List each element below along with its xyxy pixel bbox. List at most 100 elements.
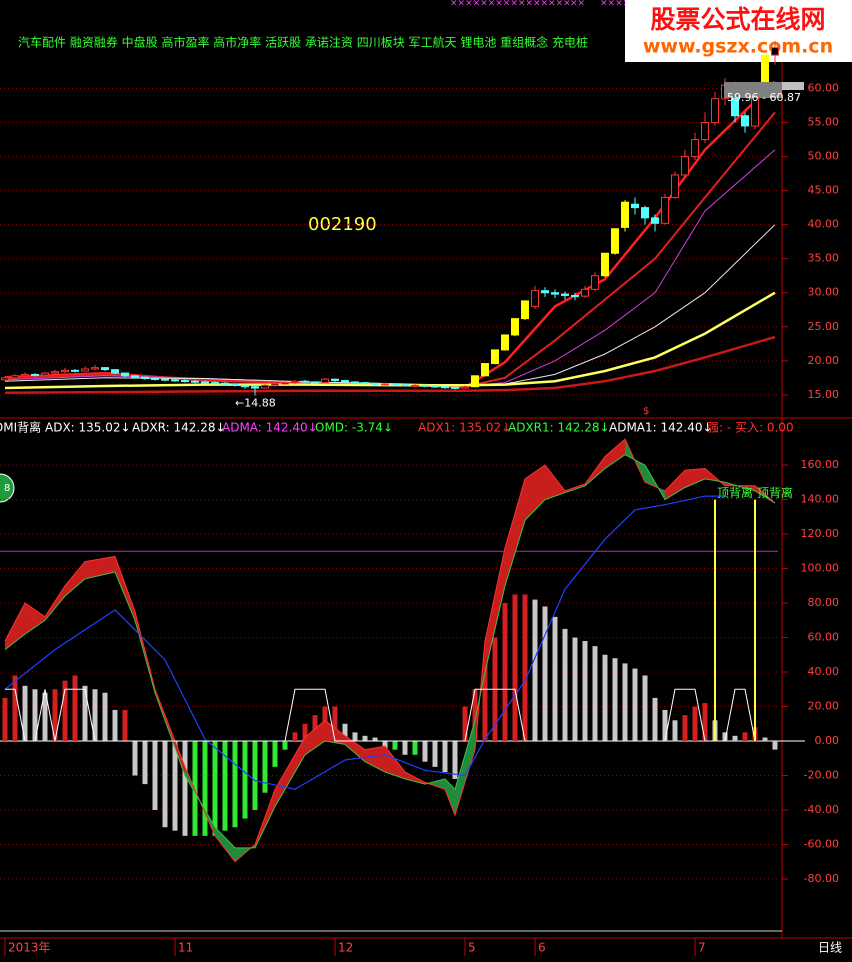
histogram-bar bbox=[402, 740, 408, 755]
line bbox=[4, 335, 776, 395]
legend-entry: ADXR: 142.28↓ bbox=[132, 421, 226, 435]
histogram-bar bbox=[512, 594, 518, 741]
band-fill bbox=[605, 439, 625, 469]
band-fill bbox=[455, 720, 475, 816]
candle-body bbox=[521, 300, 529, 320]
y-tick-label: 160.00 bbox=[801, 458, 840, 471]
candle-body bbox=[41, 372, 49, 376]
watermark-url: www.gszx.com.cn bbox=[643, 36, 833, 58]
candle-body bbox=[701, 122, 709, 141]
histogram-bar bbox=[632, 668, 638, 741]
histogram-bar bbox=[162, 740, 168, 828]
candle-body bbox=[181, 380, 189, 383]
histogram-bar bbox=[112, 709, 118, 741]
legend-entry: ADX1: 135.02↓ bbox=[418, 421, 511, 435]
histogram-bar bbox=[652, 697, 658, 741]
histogram-bar bbox=[62, 680, 68, 741]
candle-body bbox=[261, 384, 269, 389]
candle-body bbox=[401, 384, 409, 387]
signal-label: 顶背离 bbox=[717, 485, 753, 500]
candle-body bbox=[661, 196, 669, 224]
candle-body bbox=[251, 386, 259, 389]
y-tick-label: 55.00 bbox=[808, 116, 840, 129]
candle-body bbox=[301, 380, 309, 383]
candle-body bbox=[21, 373, 29, 377]
legend-entry: ADMA: 142.40↓ bbox=[222, 421, 318, 435]
low-label: ←14.88 bbox=[235, 397, 276, 410]
candle-body bbox=[651, 217, 659, 224]
histogram-bar bbox=[342, 723, 348, 741]
histogram-bar bbox=[272, 740, 278, 767]
histogram-bar bbox=[292, 732, 298, 741]
candle-body bbox=[271, 383, 279, 386]
candle-body bbox=[611, 228, 619, 254]
histogram-bar bbox=[282, 740, 288, 750]
band-fill bbox=[445, 778, 455, 816]
y-tick-label: 25.00 bbox=[808, 320, 840, 333]
candle-body bbox=[101, 367, 109, 371]
band-fill bbox=[385, 746, 405, 779]
y-tick-label: 30.00 bbox=[808, 286, 840, 299]
legend-entry: 强: - 买入: 0.00 bbox=[707, 421, 794, 435]
histogram-bar bbox=[102, 692, 108, 741]
candle-body bbox=[501, 334, 509, 351]
line bbox=[4, 454, 776, 849]
histogram-bar bbox=[592, 646, 598, 741]
y-tick-label: 60.00 bbox=[808, 82, 840, 95]
candle-body bbox=[681, 156, 689, 176]
y-tick-label: -80.00 bbox=[804, 872, 839, 885]
histogram-bar bbox=[702, 703, 708, 741]
histogram-bar bbox=[32, 689, 38, 741]
candle-body bbox=[121, 372, 129, 377]
histogram-bar bbox=[672, 720, 678, 741]
top-marks: ×× bbox=[570, 0, 585, 9]
legend-entry: ADX: 135.02↓ bbox=[45, 421, 131, 435]
candle-body bbox=[771, 47, 779, 56]
candle-body bbox=[691, 139, 699, 158]
candle-body bbox=[241, 384, 249, 388]
candle-body bbox=[601, 252, 609, 277]
y-tick-label: 20.00 bbox=[808, 354, 840, 367]
candle-body bbox=[111, 369, 119, 374]
candle-body bbox=[191, 380, 199, 383]
band-fill bbox=[425, 778, 445, 790]
legend-entry: OMD: -3.74↓ bbox=[315, 421, 393, 435]
line bbox=[4, 438, 776, 863]
histogram-bar bbox=[582, 640, 588, 741]
histogram-bar bbox=[142, 740, 148, 785]
period-label[interactable]: 日线 bbox=[818, 941, 842, 955]
stock-code: 002190 bbox=[308, 214, 377, 235]
watermark-box bbox=[625, 0, 852, 62]
y-tick-label: 15.00 bbox=[808, 388, 840, 401]
candle-body bbox=[131, 375, 139, 378]
histogram-bar bbox=[302, 723, 308, 741]
candle-body bbox=[551, 292, 559, 295]
price-label-box bbox=[782, 82, 804, 90]
candle-body bbox=[291, 380, 299, 384]
histogram-bar bbox=[12, 675, 18, 741]
histogram-bar bbox=[422, 740, 428, 762]
histogram-bar bbox=[662, 709, 668, 741]
candle-body bbox=[361, 382, 369, 385]
line bbox=[4, 291, 776, 390]
histogram-bar bbox=[2, 697, 8, 741]
candle-body bbox=[211, 382, 219, 385]
candle-body bbox=[741, 115, 749, 127]
badge bbox=[0, 473, 15, 503]
histogram-bar bbox=[22, 685, 28, 741]
candle-body bbox=[381, 383, 389, 386]
candle-body bbox=[411, 384, 419, 387]
candle-body bbox=[441, 386, 449, 389]
marker: $ bbox=[643, 406, 649, 417]
histogram-bar bbox=[772, 740, 778, 750]
histogram-bar bbox=[442, 740, 448, 773]
histogram-bar bbox=[82, 685, 88, 741]
histogram-bar bbox=[202, 740, 208, 836]
candle-body bbox=[421, 384, 429, 387]
histogram-bar bbox=[452, 740, 458, 779]
histogram-bar bbox=[352, 732, 358, 741]
x-tick-label: 6 bbox=[538, 941, 546, 955]
candle-body bbox=[141, 376, 149, 380]
candle-body bbox=[151, 378, 159, 381]
